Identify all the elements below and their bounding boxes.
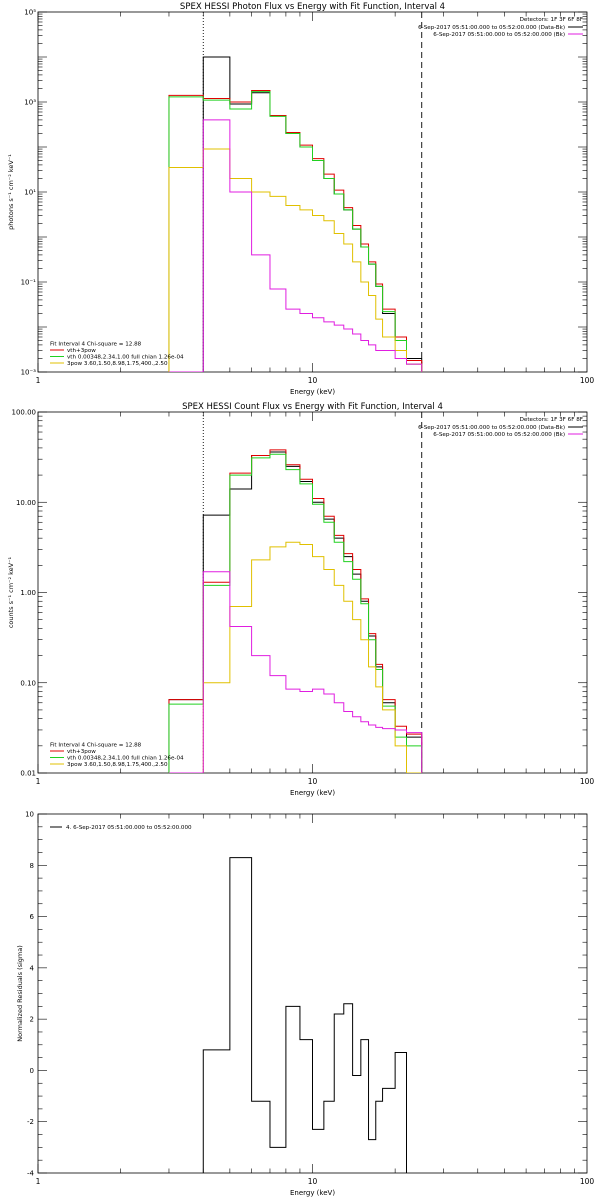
fit-legend-label: 3pow 3.60,1.50,8.98,1.75,400.,2.50 — [67, 762, 168, 768]
detectors-label: Detectors: 1F 3F 6F 8F — [520, 17, 583, 23]
plot-frame — [37, 11, 588, 373]
y-axis: -4 -2 0 2 4 6 8 10 Normalized Residuals (sigma) — [16, 811, 587, 1178]
y-axis-label: photons s⁻¹ cm⁻² keV⁻¹ — [7, 154, 15, 230]
y-tick-label: 10⁻¹ — [21, 279, 37, 287]
legend-right-label: 6-Sep-2017 05:51:00.000 to 05:52:00.000 … — [433, 32, 565, 38]
y-tick-label: 2 — [30, 1016, 34, 1024]
y-tick-label: 100.00 — [12, 409, 37, 417]
fit-legend-label: vth+3pow — [67, 348, 96, 354]
y-tick-label: 10³ — [24, 99, 36, 107]
chart-title: SPEX HESSI Count Flux vs Energy with Fit… — [182, 402, 443, 412]
fit-legend-label: vth+3pow — [67, 749, 96, 755]
x-tick-label: 10 — [308, 376, 318, 385]
y-tick-label: -2 — [27, 1118, 34, 1126]
y-tick-label: 10¹ — [24, 189, 36, 197]
x-tick-label: 100 — [580, 376, 595, 385]
fit-legend-label: Fit Interval 4 Chi-square = 12.88 — [50, 743, 142, 749]
y-tick-label: 8 — [30, 862, 34, 870]
y-tick-label: -4 — [27, 1170, 35, 1178]
series-data-bk — [168, 451, 423, 773]
chart-title: SPEX HESSI Photon Flux vs Energy with Fi… — [180, 2, 445, 12]
y-tick-label: 10.00 — [16, 499, 36, 507]
fit-legend-label: vth 0.00348,2.34,1.00 full chian 1.26e-0… — [67, 756, 184, 762]
x-axis: 1 10 100 Energy (keV) — [36, 412, 595, 797]
y-tick-label: 6 — [30, 913, 35, 921]
legend-right-label: 6-Sep-2017 05:51:00.000 to 05:52:00.000 … — [418, 25, 565, 31]
series-group — [168, 449, 423, 773]
y-tick-label: 10⁻³ — [21, 369, 37, 377]
plot-frame — [37, 411, 588, 774]
x-axis-label: Energy (keV) — [290, 789, 335, 797]
x-tick-label: 100 — [580, 1177, 595, 1186]
y-axis: 10⁻³ 10⁻¹ 10¹ 10³ 10⁵ photons s⁻¹ cm⁻² keV⁻¹ — [7, 9, 587, 377]
series-vth — [168, 453, 423, 773]
fit-legend-label: vth 0.00348,2.34,1.00 full chian 1.26e-0… — [67, 355, 184, 361]
x-tick-label: 1 — [36, 376, 41, 385]
y-axis: 0.01 0.10 1.00 10.00 100.00 counts s⁻¹ cm⁻² k… — [7, 409, 587, 778]
plot-frame — [37, 813, 588, 1174]
series-3pow — [168, 148, 423, 372]
y-tick-label: 4 — [30, 964, 35, 972]
series-group — [168, 56, 423, 372]
y-axis-label: Normalized Residuals (sigma) — [16, 945, 24, 1042]
photon-flux-chart: SPEX HESSI Photon Flux vs Energy with Fi… — [7, 2, 594, 396]
series-vth — [168, 91, 423, 372]
y-tick-label: 0.10 — [20, 679, 36, 687]
fit-legend-label: Fit Interval 4 Chi-square = 12.88 — [50, 342, 142, 348]
x-tick-label: 10 — [308, 777, 318, 786]
x-axis: 1 10 100 Energy (keV) — [36, 814, 595, 1197]
legend-left-label: 4. 6-Sep-2017 05:51:00.000 to 05:52:00.0… — [66, 825, 192, 831]
legend-right-label: 6-Sep-2017 05:51:00.000 to 05:52:00.000 … — [433, 432, 565, 438]
series-group — [202, 857, 407, 1173]
series-bk — [168, 119, 423, 372]
count-flux-chart: SPEX HESSI Count Flux vs Energy with Fit… — [7, 402, 594, 797]
y-tick-label: 0.01 — [20, 770, 36, 778]
series-bk — [168, 571, 423, 773]
fit-legend-label: 3pow 3.60,1.50,8.98,1.75,400.,2.50 — [67, 361, 168, 367]
series-vth-3pow — [168, 90, 423, 372]
series-3pow — [168, 541, 422, 773]
x-tick-label: 1 — [36, 777, 41, 786]
detectors-label: Detectors: 1F 3F 6F 8F — [520, 417, 583, 423]
x-axis-label: Energy (keV) — [290, 1189, 335, 1197]
y-axis-label: counts s⁻¹ cm⁻² keV⁻¹ — [7, 556, 15, 628]
x-axis: 1 10 100 Energy (keV) — [36, 12, 595, 396]
x-tick-label: 100 — [580, 777, 595, 786]
y-tick-label: 1.00 — [20, 589, 36, 597]
series-vth-3pow — [168, 449, 423, 773]
legend-right-label: 6-Sep-2017 05:51:00.000 to 05:52:00.000 … — [418, 425, 565, 431]
x-tick-label: 1 — [36, 1177, 41, 1186]
series-residuals — [202, 857, 407, 1173]
residuals-chart: 1 10 100 Energy (keV) -4 -2 0 2 4 6 8 10 Normalized … — [16, 811, 594, 1198]
series-data-bk — [168, 56, 423, 372]
x-tick-label: 10 — [308, 1177, 318, 1186]
y-tick-label: 10⁵ — [24, 9, 36, 17]
y-tick-label: 0 — [30, 1067, 34, 1075]
x-axis-label: Energy (keV) — [290, 388, 335, 396]
y-tick-label: 10 — [25, 811, 34, 819]
